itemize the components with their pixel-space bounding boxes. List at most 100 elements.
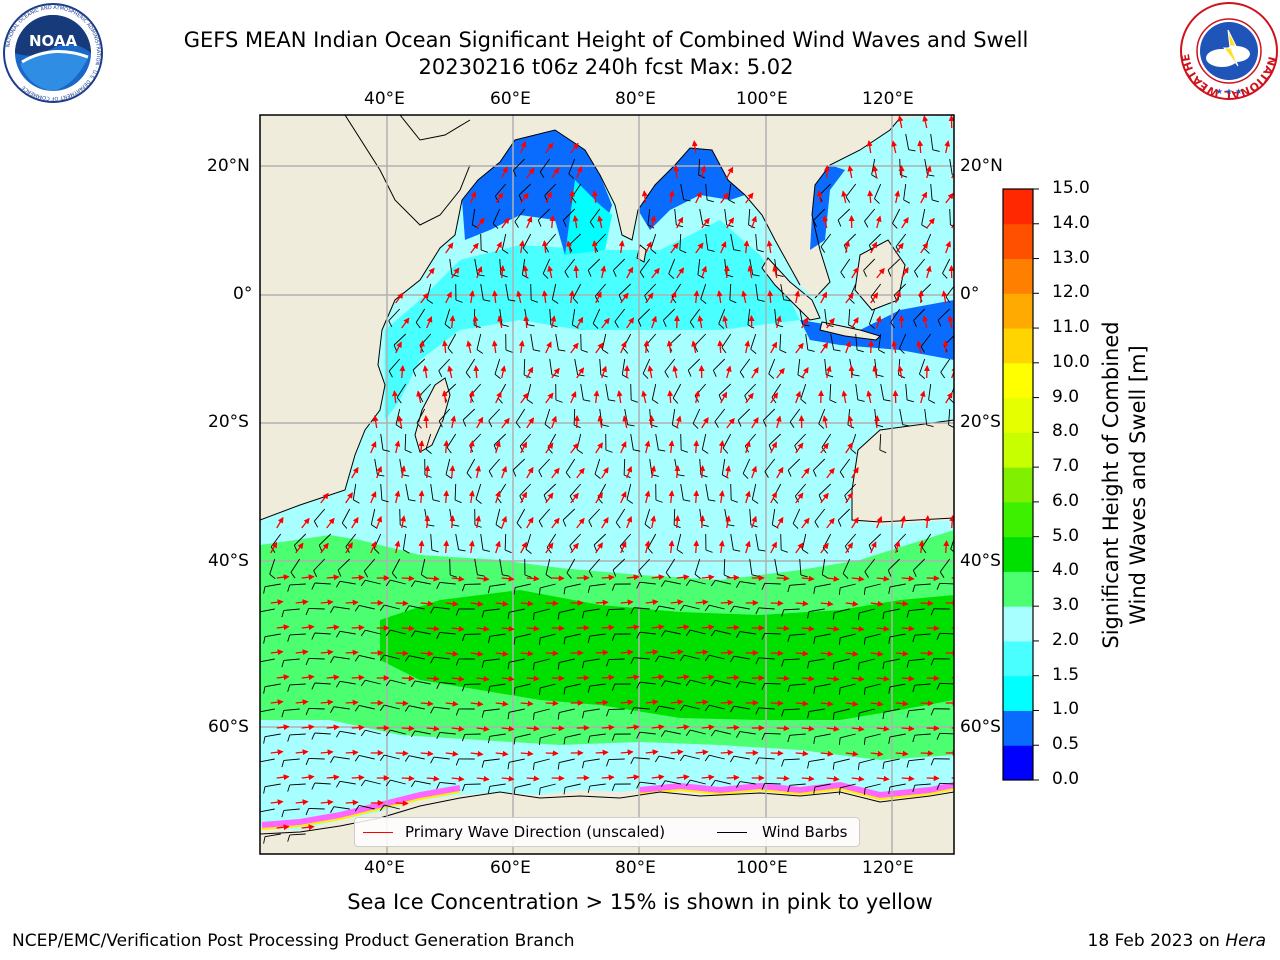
wind-barb: [694, 558, 701, 579]
colorbar-segment: [1003, 189, 1033, 225]
wind-barb: [864, 558, 876, 578]
wind-barb: [942, 258, 951, 279]
wind-barb: [514, 208, 526, 228]
wave-band-blue-sea: [810, 165, 845, 250]
wind-barb: [882, 758, 900, 770]
wind-barb: [330, 656, 350, 663]
wave-direction-arrow: [326, 624, 340, 631]
wave-direction-arrow: [394, 540, 401, 554]
wave-direction-arrow: [726, 674, 740, 681]
wave-direction-arrow: [391, 390, 398, 404]
wind-barb: [287, 783, 306, 792]
wind-barb: [313, 508, 326, 528]
wave-direction-arrow: [445, 750, 459, 757]
wave-direction-arrow: [576, 166, 583, 179]
wave-direction-arrow: [826, 317, 835, 329]
wave-direction-arrow: [520, 141, 527, 154]
colorbar-segment: [1003, 710, 1033, 746]
wave-direction-arrow: [320, 649, 334, 656]
wind-barb: [513, 683, 531, 695]
wave-direction-arrow: [295, 542, 304, 554]
wave-direction-arrow: [518, 240, 525, 254]
wind-barb: [787, 783, 806, 793]
wave-direction-arrow: [549, 215, 556, 229]
wave-direction-arrow: [345, 542, 353, 554]
wind-barb: [474, 508, 482, 528]
legend-wave-label: Primary Wave Direction (unscaled): [405, 823, 666, 841]
wind-barb: [650, 233, 657, 254]
wind-barb: [410, 580, 431, 588]
wave-direction-arrow: [725, 515, 731, 529]
wind-barb: [360, 579, 381, 587]
wind-barb: [492, 208, 501, 229]
wind-barb: [311, 732, 331, 740]
wind-barb: [813, 583, 831, 594]
wind-barb: [761, 582, 781, 590]
wind-barb: [692, 408, 701, 429]
wind-barb: [494, 358, 501, 379]
wave-direction-arrow: [545, 191, 552, 204]
wind-barb: [379, 704, 400, 712]
wind-barb: [530, 333, 541, 352]
wind-barb: [724, 208, 734, 227]
wave-band-blue-bengal: [638, 148, 745, 230]
wave-direction-arrow: [676, 216, 684, 229]
wind-barb: [739, 358, 751, 379]
colorbar-title-line1: Significant Height of Combined: [1099, 321, 1123, 649]
wave-direction-arrow: [620, 599, 634, 606]
wind-barb: [718, 308, 726, 329]
wave-direction-arrow: [593, 390, 600, 404]
lat-label-right-40s: 40°S: [960, 551, 1001, 571]
wind-barb: [912, 583, 931, 593]
wave-direction-arrow: [600, 265, 607, 279]
wind-barb: [290, 558, 301, 579]
colorbar-segment: [1003, 501, 1033, 538]
wind-barb: [848, 308, 856, 329]
wave-direction-arrow: [845, 650, 859, 657]
wave-direction-arrow: [895, 600, 909, 607]
wave-direction-arrow: [445, 600, 459, 607]
lat-label-right-0: 0°: [960, 284, 980, 304]
wind-barb: [930, 658, 950, 666]
wind-barb: [857, 608, 875, 620]
wind-barb: [538, 783, 556, 795]
wave-direction-arrow: [449, 315, 456, 329]
wave-direction-arrow: [676, 724, 690, 731]
wind-barb: [787, 683, 806, 693]
wave-direction-arrow: [816, 190, 823, 204]
wind-barb: [807, 608, 825, 619]
wind-barb: [404, 755, 425, 762]
wind-barb: [588, 508, 601, 528]
wave-direction-arrow: [400, 465, 407, 479]
wave-direction-arrow: [847, 415, 854, 429]
wind-barb: [606, 608, 625, 617]
wave-direction-arrow: [645, 241, 652, 254]
wind-barb: [712, 358, 726, 377]
wave-direction-arrow: [320, 492, 329, 504]
wind-barb: [750, 333, 757, 354]
wind-barb: [455, 708, 475, 716]
wave-direction-arrow: [776, 575, 790, 582]
wave-direction-arrow: [651, 674, 665, 681]
wave-direction-arrow: [301, 774, 315, 781]
wind-barb: [410, 780, 431, 788]
wind-barb: [611, 633, 631, 641]
wind-barb: [751, 483, 759, 504]
wave-direction-arrow: [495, 650, 509, 657]
wave-direction-arrow: [501, 515, 508, 529]
wind-barb: [494, 183, 507, 203]
wind-barb: [813, 783, 831, 794]
wind-barb: [507, 708, 525, 720]
wave-direction-arrow: [276, 774, 290, 781]
wind-barb: [863, 733, 881, 745]
wind-barb: [555, 383, 563, 403]
wind-barb: [260, 658, 275, 663]
wave-direction-arrow: [826, 517, 835, 529]
wave-direction-arrow: [695, 191, 702, 204]
wave-direction-arrow: [870, 541, 877, 554]
wind-barb: [914, 258, 926, 278]
wave-direction-arrow: [870, 292, 879, 304]
wind-barb: [855, 383, 865, 402]
lat-label-right-20s: 20°S: [960, 412, 1001, 432]
wave-direction-arrow: [468, 440, 475, 454]
